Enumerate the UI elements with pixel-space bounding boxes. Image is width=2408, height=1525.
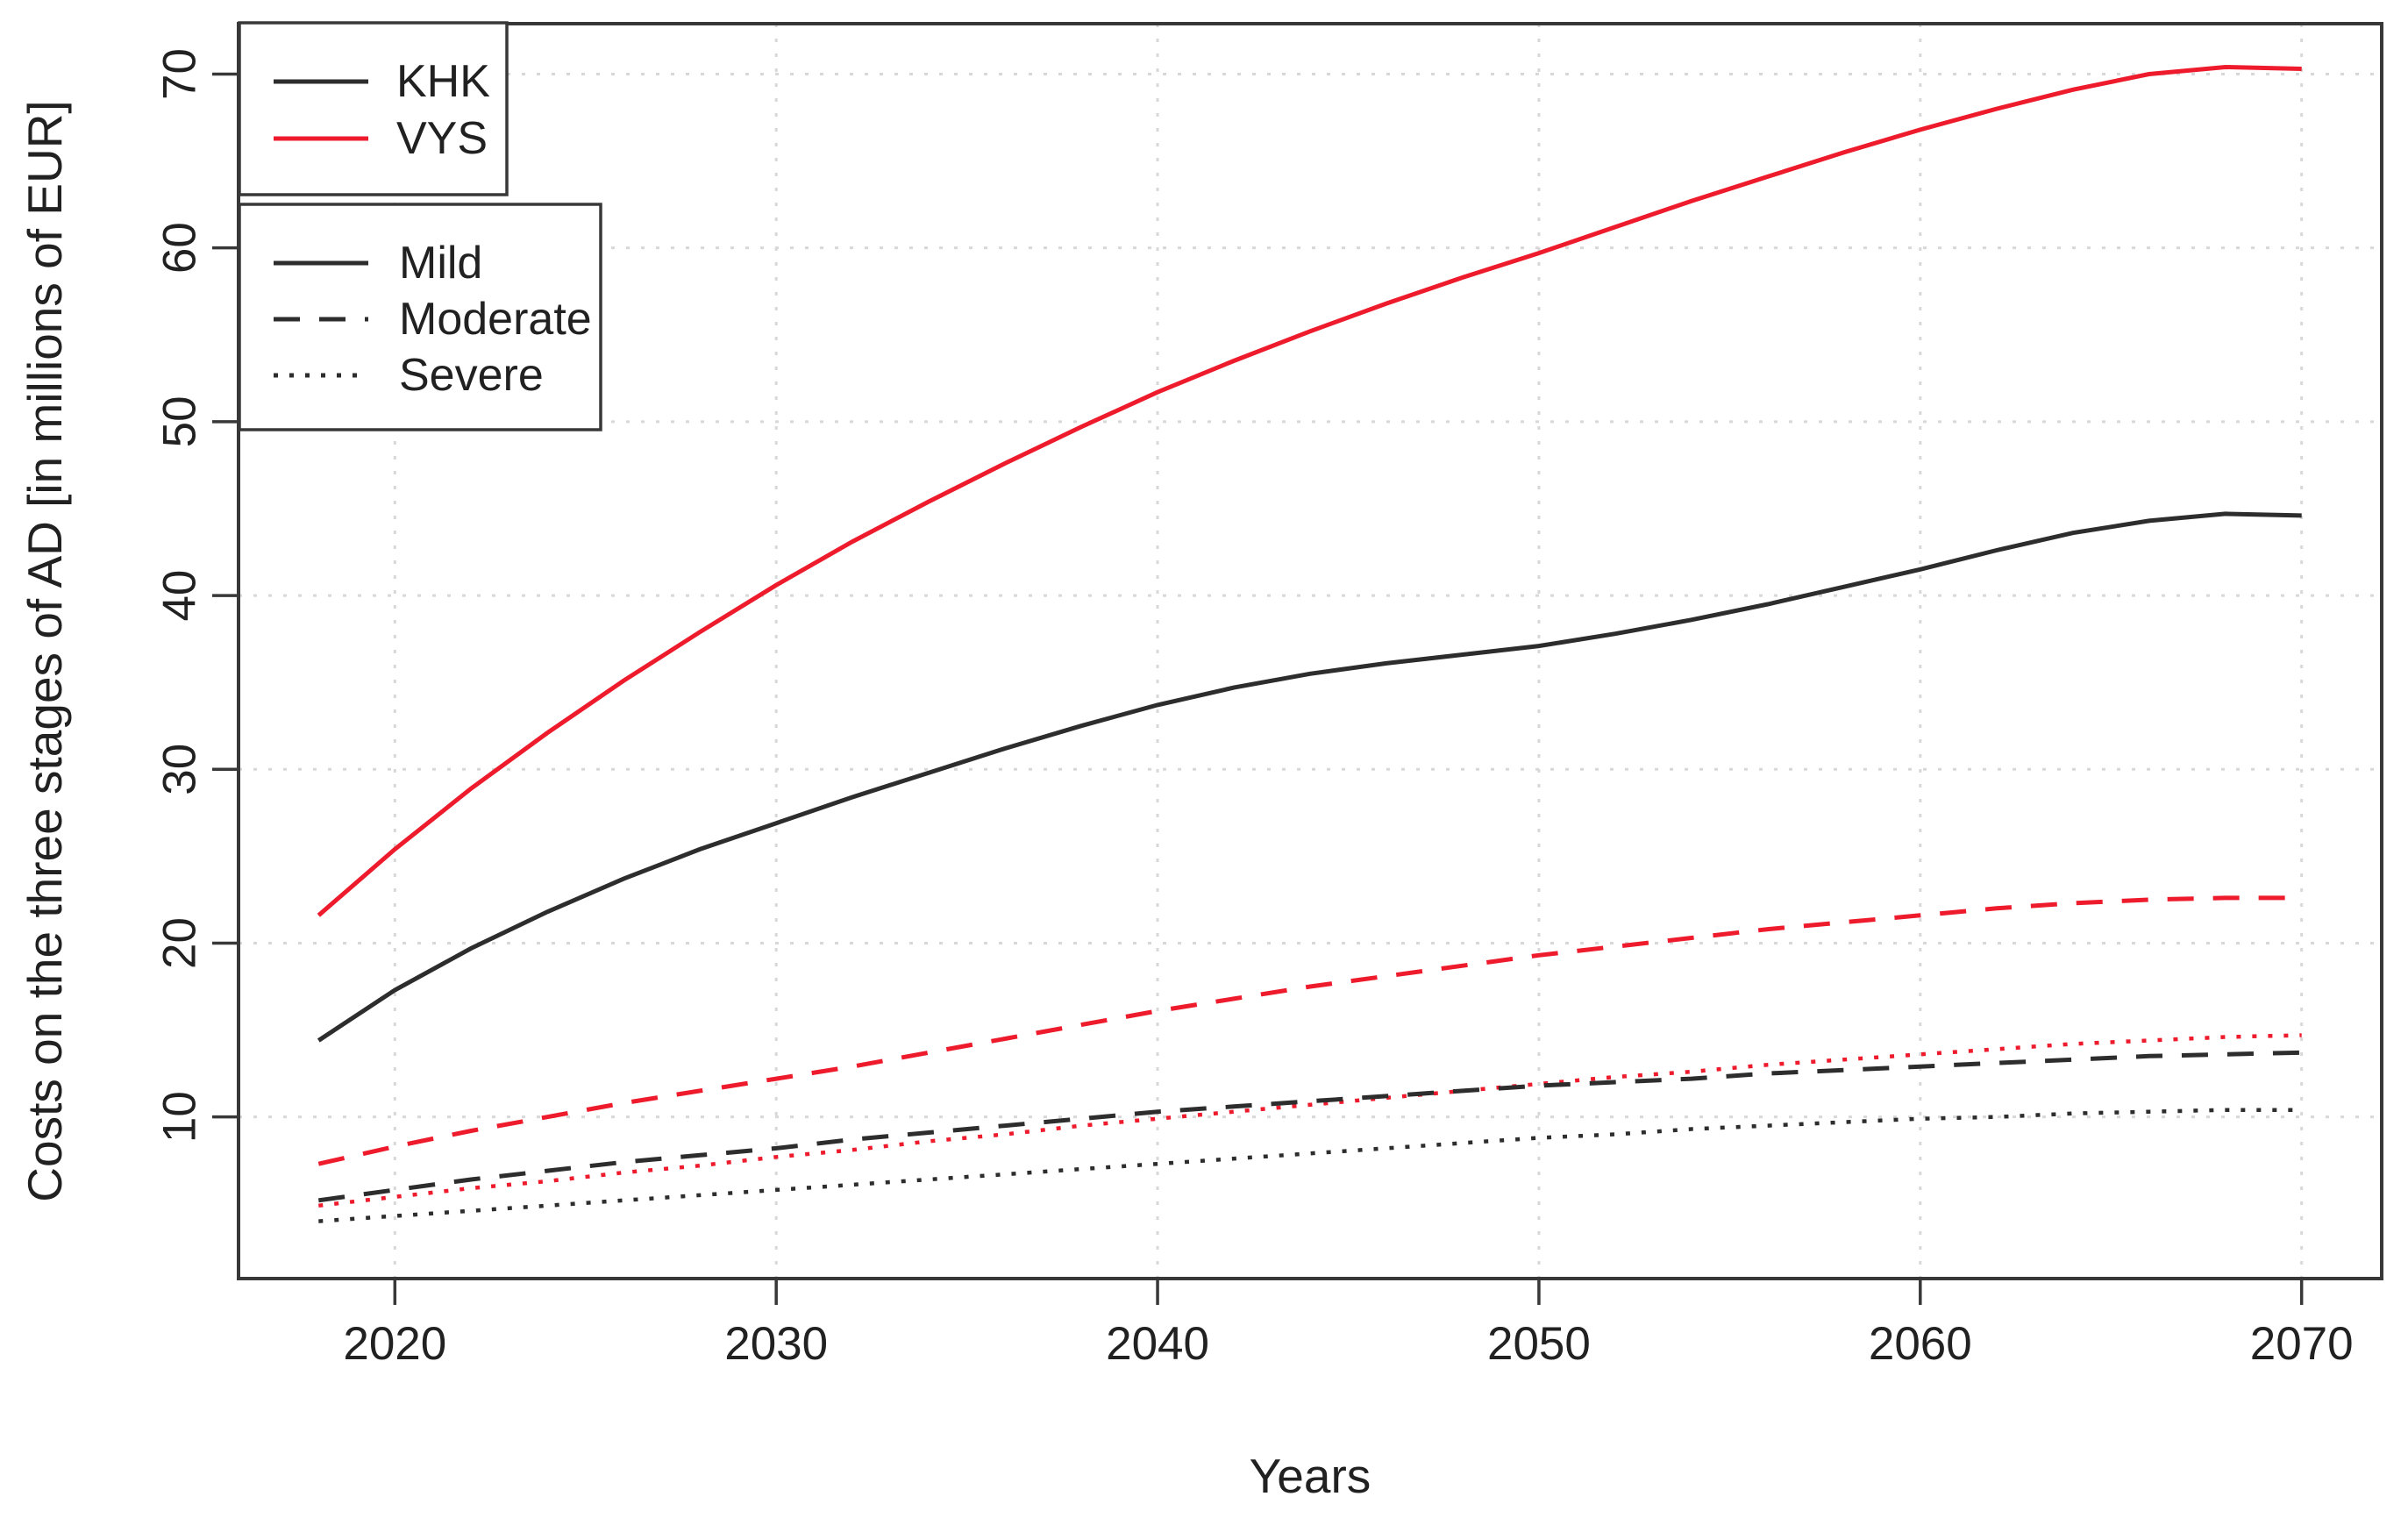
x-tick-label: 2060 <box>1869 1318 1972 1370</box>
series-vys-moderate-line <box>317 895 2302 1166</box>
legend-stage-item-label: Mild <box>399 238 482 289</box>
series-lines <box>317 64 2302 1223</box>
y-tick-label: 30 <box>154 744 206 795</box>
series-khk-mild-line <box>317 511 2302 1043</box>
gridlines <box>239 24 2382 1279</box>
legend-cohort-box <box>238 21 509 196</box>
series-khk-severe-line <box>318 1108 2302 1223</box>
legend-stage-item-label: Moderate <box>399 294 592 345</box>
axis-ticks <box>212 72 2304 1305</box>
series-vys-mild-line <box>317 64 2302 917</box>
x-tick-label: 2070 <box>2250 1318 2354 1370</box>
legend-cohort-item-label: VYS <box>396 113 488 164</box>
y-tick-label: 20 <box>154 917 206 969</box>
plot-border <box>237 22 2383 1280</box>
x-axis-label: Years <box>1250 1449 1371 1503</box>
y-tick-label: 60 <box>154 222 206 274</box>
legend-cohort: KHK VYS <box>238 21 509 196</box>
y-tick-label: 70 <box>154 48 206 100</box>
x-tick-label: 2020 <box>343 1318 446 1370</box>
y-tick-label: 40 <box>154 570 206 622</box>
x-tick-label: 2050 <box>1487 1318 1591 1370</box>
legend-cohort-item-label: KHK <box>396 56 490 107</box>
series-vys-severe-line <box>318 1033 2302 1208</box>
y-tick-label: 10 <box>154 1091 206 1143</box>
legend-stage-item-label: Severe <box>399 350 544 401</box>
x-tick-label: 2030 <box>724 1318 828 1370</box>
series-khk-moderate-line <box>317 1050 2302 1203</box>
y-axis-label: Costs on the three stages of AD [in mill… <box>18 100 72 1201</box>
x-tick-label: 2040 <box>1106 1318 1209 1370</box>
y-tick-label: 50 <box>154 396 206 447</box>
